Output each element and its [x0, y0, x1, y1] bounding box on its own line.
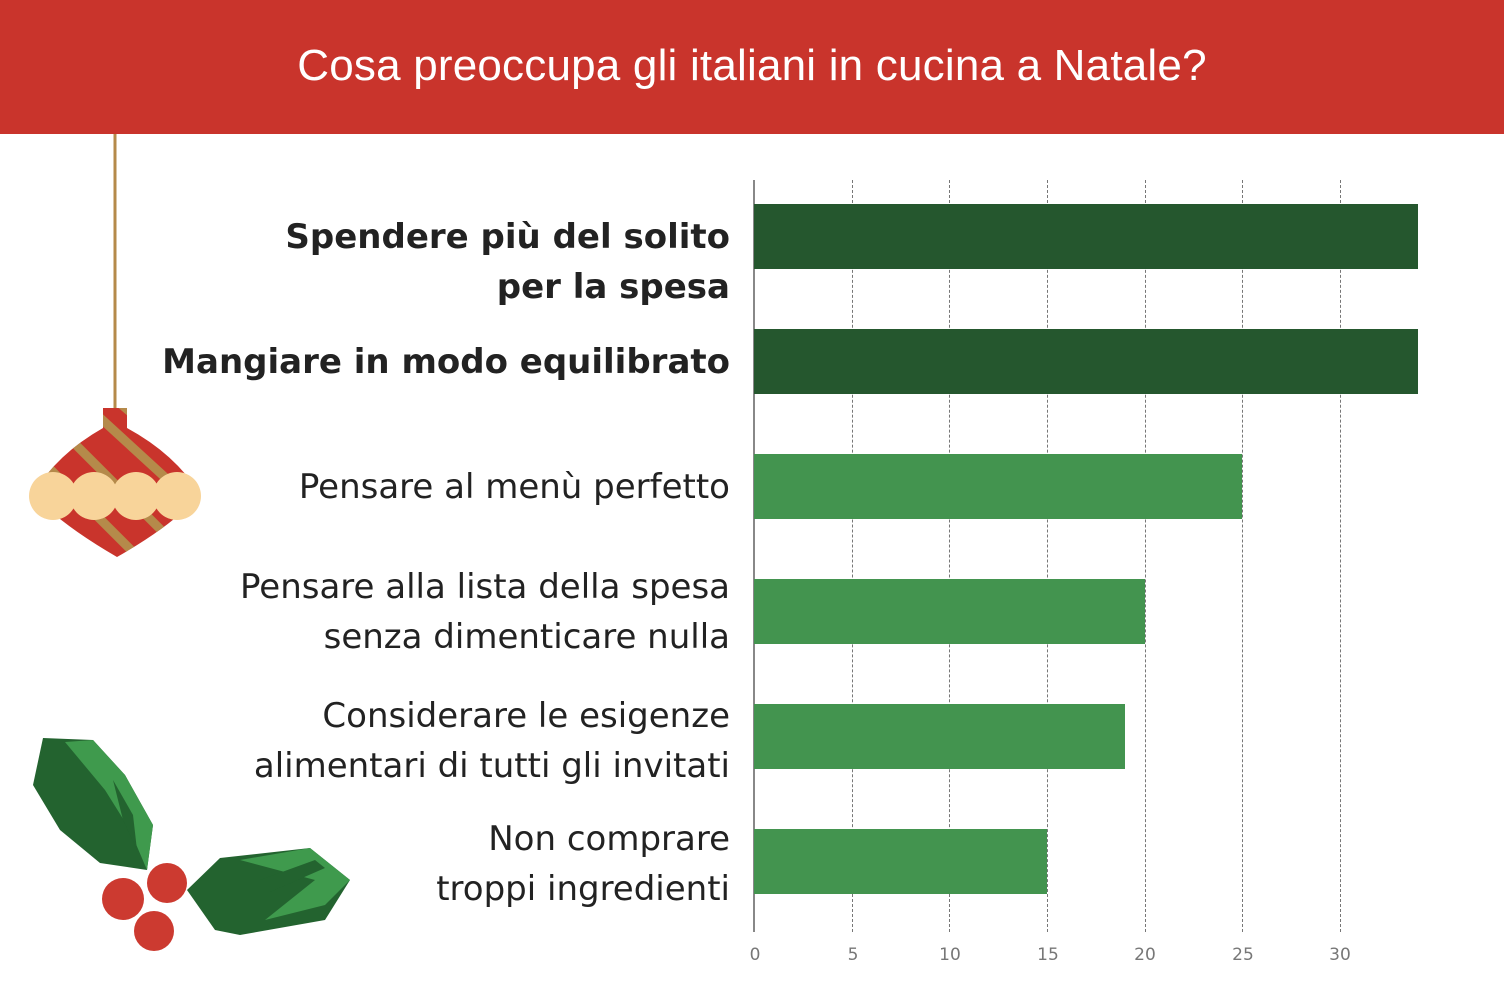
category-label: Pensare al menù perfetto [299, 462, 730, 512]
chart-title: Cosa preoccupa gli italiani in cucina a … [297, 41, 1207, 90]
gridline-5 [852, 180, 853, 932]
x-tick: 0 [749, 945, 761, 965]
label-line: Considerare le esigenze [322, 696, 730, 736]
ornament-icon [29, 134, 201, 557]
gridline-20 [1145, 180, 1146, 932]
x-tick: 20 [1134, 945, 1156, 965]
label-line: Pensare alla lista della spesa [239, 567, 730, 607]
category-label: Spendere più del solito per la spesa [285, 212, 730, 312]
bar-menu [754, 454, 1243, 519]
bar-spendere [754, 204, 1419, 269]
label-line: Pensare al menù perfetto [298, 467, 730, 507]
category-label: Mangiare in modo equilibrato [162, 337, 730, 387]
x-tick: 30 [1329, 945, 1351, 965]
holly-icon [33, 738, 350, 951]
bar-lista-spesa [754, 579, 1145, 644]
label-line: Non comprare [488, 819, 730, 859]
x-tick: 25 [1232, 945, 1254, 965]
label-line: Mangiare in modo equilibrato [162, 342, 730, 382]
gridline-25 [1242, 180, 1243, 932]
label-line: Spendere più del solito [285, 217, 730, 257]
gridline-30 [1340, 180, 1341, 932]
label-line: troppi ingredienti [436, 869, 730, 909]
gridline-15 [1047, 180, 1048, 932]
gridline-10 [949, 180, 950, 932]
label-line: alimentari di tutti gli invitati [253, 746, 730, 786]
category-label: Pensare alla lista della spesa senza dim… [240, 562, 730, 662]
y-axis-line [753, 180, 755, 932]
bar-mangiare [754, 329, 1419, 394]
x-tick: 10 [939, 945, 961, 965]
bar-non-comprare [754, 829, 1047, 894]
label-line: senza dimenticare nulla [323, 617, 730, 657]
category-label: Non comprare troppi ingredienti [436, 814, 730, 914]
x-tick: 15 [1037, 945, 1059, 965]
bar-esigenze [754, 704, 1126, 769]
x-tick: 5 [847, 945, 859, 965]
category-label: Considerare le esigenze alimentari di tu… [254, 691, 730, 791]
label-line: per la spesa [496, 267, 730, 307]
chart-header: Cosa preoccupa gli italiani in cucina a … [0, 0, 1504, 134]
